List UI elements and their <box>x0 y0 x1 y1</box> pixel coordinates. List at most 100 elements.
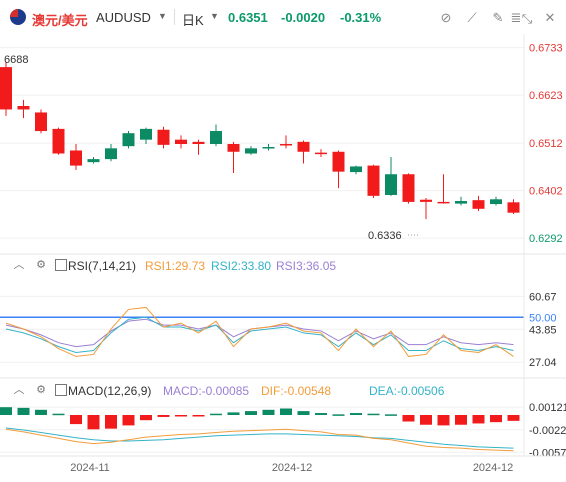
time-axis: 2024-11 2024-12 2024-12 <box>70 462 513 474</box>
macd-bar <box>17 407 30 415</box>
eye-icon[interactable]: ︿ <box>13 384 25 396</box>
price-change: -0.0020 <box>281 10 326 25</box>
macd-bar <box>70 415 82 425</box>
macd-bar <box>507 415 520 421</box>
candle-body <box>315 152 327 155</box>
macd-bar <box>402 415 415 422</box>
macd-bar <box>280 408 292 415</box>
candle-body <box>332 151 345 172</box>
rsi1-value: RSI1:29.73 <box>145 259 206 273</box>
gear-icon[interactable]: ⚙ <box>36 259 46 271</box>
candlestick-series <box>0 61 520 236</box>
price-change-percent: -0.31% <box>340 10 382 25</box>
price-tick-label: 0.6512 <box>529 138 563 150</box>
macd-series <box>5 427 514 452</box>
chart-header: 澳元/美元 AUDUSD ▼ 日K ▼ 0.6351 -0.0020 -0.31… <box>0 0 566 34</box>
macd-bar <box>122 415 135 426</box>
candle-body <box>122 133 135 147</box>
macd-bar <box>332 414 345 416</box>
rsi2-value: RSI2:33.80 <box>211 259 272 273</box>
expand-icon[interactable] <box>55 384 67 396</box>
candle-body <box>140 128 152 140</box>
expand-icon[interactable] <box>55 259 67 271</box>
candle-body <box>17 105 30 110</box>
gear-icon[interactable]: ⚙ <box>36 384 46 396</box>
layers-icon[interactable]: ≣ <box>510 10 522 25</box>
time-tick-label: 2024-12 <box>272 462 312 474</box>
macd-tick-label: 0.00121 <box>529 402 566 414</box>
candle-body <box>192 141 205 144</box>
candle-body <box>437 201 450 204</box>
macd-title[interactable]: MACD(12,26,9) <box>68 384 152 398</box>
rsi3-value: RSI3:36.05 <box>276 259 337 273</box>
candle-body <box>490 199 502 205</box>
symbol-selector[interactable]: AUDUSD <box>96 10 151 25</box>
rsi-tick-label: 43.85 <box>529 324 557 336</box>
candle-body <box>420 199 432 202</box>
candle-body <box>87 159 100 163</box>
macd-bar <box>87 415 100 430</box>
macd-bar <box>297 411 310 415</box>
dif-value: DIF:-0.00548 <box>261 384 332 398</box>
macd-bar <box>157 415 170 417</box>
macd-bar <box>210 413 222 416</box>
macd-bar <box>105 415 117 429</box>
candle-body <box>350 166 362 173</box>
chevron-down-icon[interactable]: ▼ <box>210 11 219 21</box>
macd-bar <box>262 409 275 415</box>
dea-value: DEA:-0.00506 <box>369 384 445 398</box>
macd-bar <box>192 415 205 417</box>
period-selector[interactable]: 日K <box>182 13 204 28</box>
macd-bar <box>140 415 152 421</box>
macd-bar <box>350 413 362 415</box>
chevron-down-icon[interactable]: ▼ <box>158 11 167 21</box>
low-label: 0.6336 <box>368 230 402 242</box>
price-tick-label: 0.6402 <box>529 186 563 198</box>
candle-body <box>297 141 310 152</box>
rsi-title[interactable]: RSI(7,14,21) <box>68 259 137 273</box>
macd-bar <box>420 415 432 425</box>
rsi-tick-label: 27.04 <box>529 357 557 369</box>
macd-histogram <box>0 407 520 430</box>
rsi-header: ︿ ⚙ RSI(7,14,21) RSI1:29.73 RSI2:33.80 R… <box>0 259 566 275</box>
candle-body <box>70 150 82 166</box>
macd-bar <box>227 412 240 415</box>
macd-bar <box>52 413 65 416</box>
eye-icon[interactable]: ︿ <box>13 259 25 271</box>
macd-bar <box>315 413 327 415</box>
candle-body <box>157 129 170 145</box>
price-axis: 0.6733 0.6623 0.6512 0.6402 0.6292 <box>529 43 563 246</box>
dea-line <box>5 427 514 449</box>
candle-body <box>455 201 467 204</box>
candle-body <box>402 174 415 202</box>
divider <box>174 9 175 25</box>
pen-icon[interactable]: ✎ <box>492 10 504 25</box>
candle-body <box>35 112 47 132</box>
ruler-icon[interactable]: ⟋ <box>467 10 477 25</box>
time-tick-label: 2024-12 <box>473 462 513 474</box>
aud-flag-icon <box>10 9 26 25</box>
candle-body <box>385 174 397 195</box>
price-tick-label: 0.6623 <box>529 90 563 102</box>
macd-bar <box>455 415 467 425</box>
macd-value: MACD:-0.00085 <box>163 384 250 398</box>
candle-body <box>52 128 65 154</box>
candle-body <box>105 148 117 160</box>
last-price: 0.6351 <box>228 10 268 25</box>
macd-bar <box>385 414 397 416</box>
candle-body <box>245 148 257 154</box>
pair-name[interactable]: 澳元/美元 <box>32 13 88 28</box>
macd-bar <box>490 415 502 423</box>
macd-tick-label: -0.00574 <box>529 447 566 459</box>
rsi3-line <box>5 318 514 348</box>
high-label: 6688 <box>4 54 28 66</box>
rsi1-line <box>5 306 514 357</box>
collapse-icon[interactable]: ⤡ <box>521 11 533 26</box>
eye-slash-icon[interactable]: ⊘ <box>440 10 452 25</box>
rsi-series <box>5 306 514 357</box>
candle-body <box>472 200 485 209</box>
macd-bar <box>472 415 485 424</box>
close-icon[interactable]: ✕ <box>544 10 556 25</box>
